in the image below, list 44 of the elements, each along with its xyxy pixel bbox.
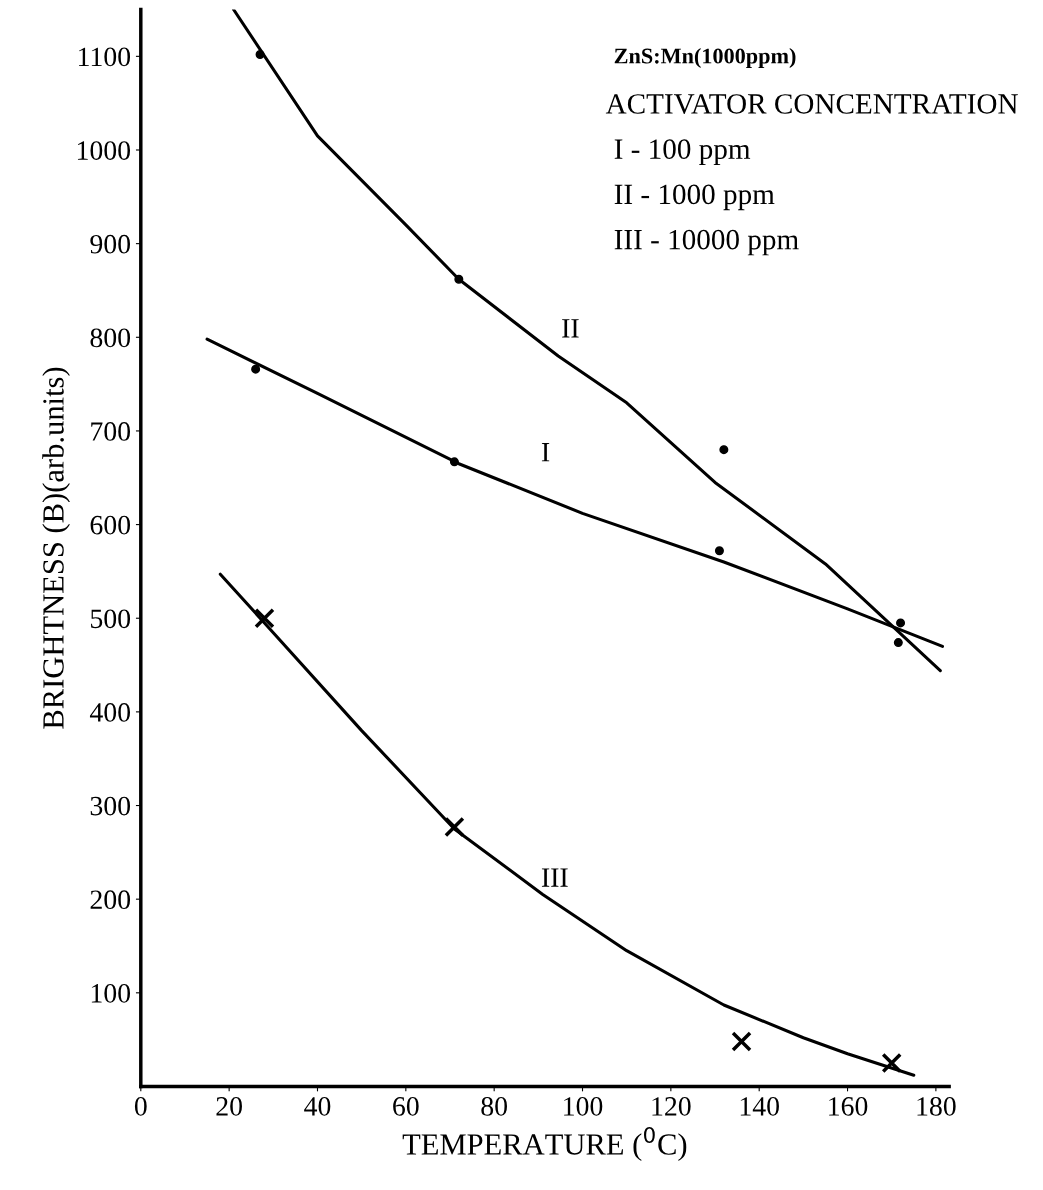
y-axis-title: BRIGHTNESS (B)(arb.units) — [42, 367, 70, 729]
annotation: I - 100 ppm — [614, 139, 751, 165]
x-tick-label: 120 — [652, 1097, 691, 1116]
point — [444, 816, 465, 838]
point — [893, 638, 903, 648]
annotation: I — [541, 443, 550, 462]
x-tick-label: 180 — [917, 1097, 956, 1116]
x-tick-label: 60 — [393, 1097, 419, 1116]
annotation: III — [541, 868, 568, 887]
point — [254, 607, 275, 629]
point — [251, 364, 261, 374]
x-axis-title: TEMPERATURE ($^{0}$C) — [402, 1126, 687, 1162]
y-tick-label: 1000 — [77, 141, 131, 160]
point — [454, 274, 464, 284]
y-tick-label: 300 — [90, 796, 131, 816]
annotation: II - 1000 ppm — [614, 184, 775, 211]
y-tick-label: 100 — [91, 983, 131, 1003]
y-tick-label: 800 — [90, 328, 131, 348]
y-tick-label: 200 — [90, 890, 131, 910]
y-tick-label: 1100 — [79, 47, 131, 67]
x-tick-label: 0 — [134, 1097, 147, 1116]
annotation: II — [562, 319, 579, 338]
point — [714, 546, 724, 556]
point — [449, 457, 459, 467]
point — [719, 445, 729, 455]
y-tick-label: 900 — [90, 234, 131, 254]
point — [255, 49, 265, 59]
x-tick-label: 160 — [829, 1097, 868, 1116]
x-tick-label: 40 — [304, 1097, 331, 1116]
y-tick-label: 500 — [91, 609, 131, 629]
y-tick-label: 600 — [90, 515, 131, 535]
point — [896, 618, 906, 628]
y-tick-label: 400 — [89, 703, 131, 722]
y-tick-label: 700 — [91, 422, 131, 441]
point — [731, 1031, 752, 1052]
annotation: ZnS:Mn(1000ppm) — [614, 47, 796, 69]
point — [881, 1052, 902, 1074]
x-tick-label: 100 — [564, 1097, 603, 1116]
x-tick-label: 80 — [481, 1097, 507, 1116]
annotation: ACTIVATOR CONCENTRATION — [605, 94, 1018, 114]
annotation: III - 10000 ppm — [614, 229, 799, 256]
x-tick-label: 140 — [740, 1097, 779, 1116]
x-tick-label: 20 — [216, 1097, 242, 1116]
line-series — [218, 572, 916, 1077]
